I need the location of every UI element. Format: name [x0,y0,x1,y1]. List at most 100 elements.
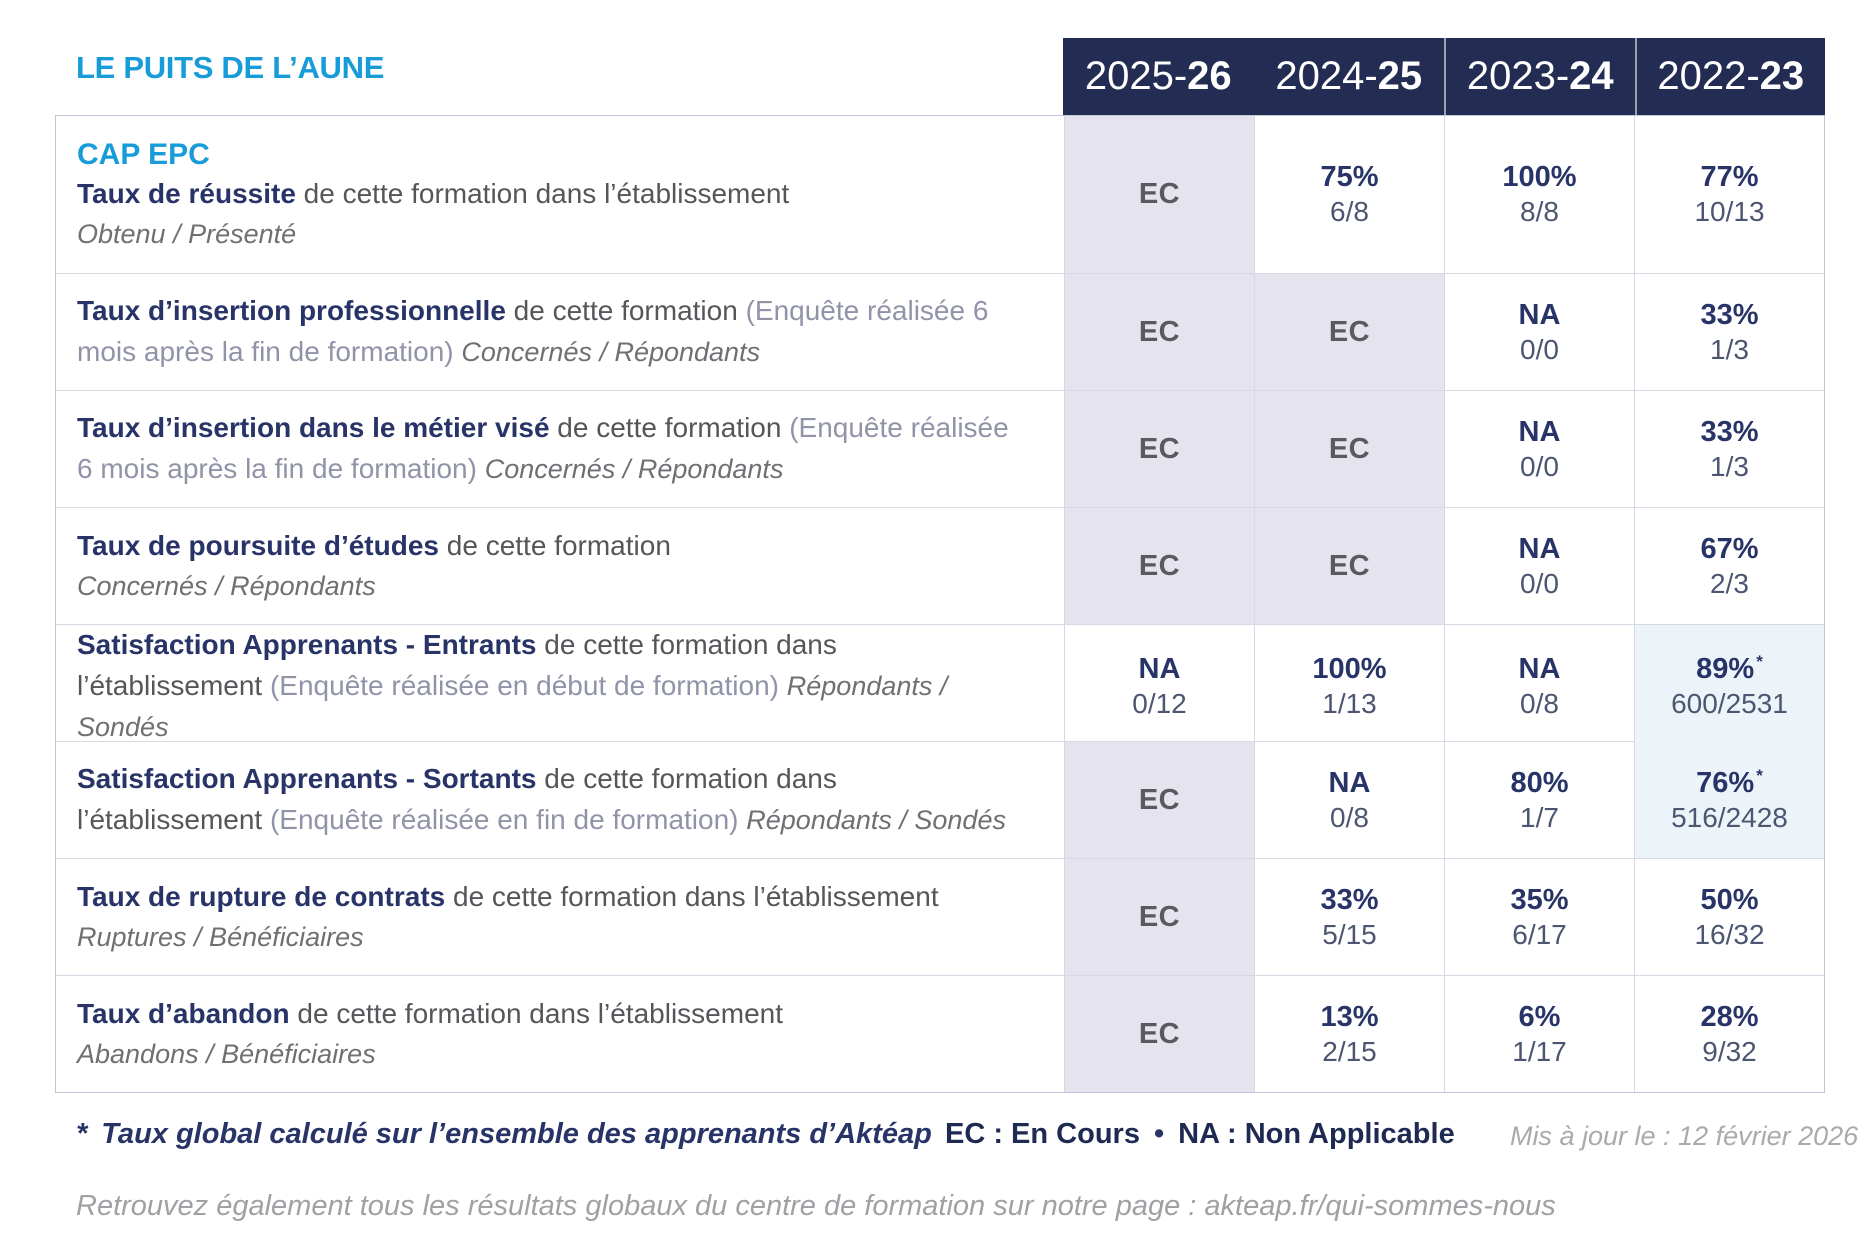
indicator-title: Satisfaction Apprenants - Entrants [77,629,537,660]
value-fraction: 10/13 [1694,196,1765,227]
value-fraction: 0/8 [1520,687,1559,719]
table-row: Taux d’insertion professionnelle de cett… [56,273,1824,390]
year-suffix: 26 [1187,54,1232,98]
value-cell: NA 0/0 [1444,508,1634,624]
value-fraction: 5/15 [1322,918,1377,950]
results-table: CAP EPC Taux de réussite de cette formati… [55,115,1825,1093]
value-cell: 76% * 516/2428 [1634,742,1824,858]
indicator-survey-note: (Enquête réalisée 6 mois après la fin de… [77,412,1009,484]
value-main: EC [1328,315,1371,348]
value-cell: 89% * 600/2531 [1634,625,1824,748]
year-column-2023-24: 2023- 24 [1444,38,1635,115]
year-suffix: 23 [1759,54,1805,98]
indicator-text: Satisfaction Apprenants - Sortants de ce… [77,759,1018,841]
indicator-text: Taux de rupture de contrats de cette for… [77,877,1018,918]
table-row: Satisfaction Apprenants - Sortants de ce… [56,741,1824,858]
value-cell: 6% 1/17 [1444,976,1634,1092]
value-cell: 33% 5/15 [1254,859,1444,975]
value-cell: EC [1064,508,1254,624]
value-main: NA [1518,298,1561,331]
year-prefix: 2025- [1084,54,1188,98]
value-cell: 13% 2/15 [1254,976,1444,1092]
indicator-text: Taux de réussite de cette formation dans… [77,174,1018,215]
indicator-ratio-caption: Répondants / Sondés [77,670,948,742]
table-row: Taux d’insertion dans le métier visé de … [56,390,1824,507]
indicator-title: Taux de réussite [77,177,296,209]
indicator-text: Taux d’insertion dans le métier visé de … [77,408,1018,490]
table-row: Taux de rupture de contrats de cette for… [56,858,1824,975]
indicator-label: Taux d’insertion dans le métier visé de … [56,391,1064,507]
value-main: 28% [1700,1000,1759,1033]
value-main: 33% [1320,883,1379,916]
indicator-text: Satisfaction Apprenants - Entrants de ce… [77,625,1018,748]
value-fraction: 1/17 [1512,1035,1567,1067]
indicator-survey-note: (Enquête réalisée en début de formation) [269,669,787,701]
value-main: 80% [1510,766,1569,799]
value-cell: EC [1064,976,1254,1092]
value-fraction: 0/8 [1330,801,1369,833]
value-fraction: 1/13 [1322,687,1377,719]
value-main: EC [1138,1017,1181,1050]
value-main: NA [1328,766,1371,799]
value-fraction: 0/0 [1520,450,1559,482]
value-main: 13% [1320,1000,1379,1033]
value-cell: NA 0/8 [1254,742,1444,858]
value-main: EC [1138,783,1181,816]
indicator-title: Taux de rupture de contrats [77,881,446,913]
value-main: 33% [1700,298,1759,331]
indicator-title: Satisfaction Apprenants - Sortants [77,763,537,795]
indicator-description: de cette formation dans l’établissement [289,998,783,1030]
value-fraction: 2/15 [1322,1035,1377,1067]
value-main: EC [1138,315,1181,348]
asterisk: * [76,1118,88,1150]
indicator-ratio-caption: Obtenu / Présenté [77,218,297,249]
value-fraction: 1/3 [1710,450,1749,482]
footnote: * Taux global calculé sur l’ensemble des … [76,1118,932,1151]
value-fraction: 0/0 [1520,567,1559,599]
indicator-label: CAP EPC Taux de réussite de cette formati… [56,116,1064,273]
indicator-label: Satisfaction Apprenants - Entrants de ce… [56,625,1064,748]
value-fraction: 2/3 [1710,567,1749,599]
value-main: NA [1518,532,1561,565]
indicator-text: Taux d’insertion professionnelle de cett… [77,291,1018,373]
table-row: Taux d’abandon de cette formation dans l… [56,975,1824,1092]
value-main: NA [1518,415,1561,448]
indicator-label: Taux d’insertion professionnelle de cett… [56,274,1064,390]
year-prefix: 2024- [1275,54,1378,98]
value-fraction: 516/2428 [1671,801,1788,833]
value-main: EC [1138,178,1181,210]
value-cell: EC [1064,859,1254,975]
indicator-label: Taux d’abandon de cette formation dans l… [56,976,1064,1092]
value-fraction: 16/32 [1694,918,1765,950]
year-column-2024-25: 2024- 25 [1254,38,1445,115]
indicator-title: Taux d’insertion professionnelle [77,295,506,327]
value-main: 6% [1518,1000,1561,1033]
value-main: 89% * [1696,651,1763,685]
value-main: 100% [1502,161,1577,193]
value-main: 76% * [1696,765,1763,799]
value-fraction: 1/3 [1710,333,1749,365]
value-fraction: 6/17 [1512,918,1567,950]
value-main: 67% [1700,532,1759,565]
value-cell: NA 0/0 [1444,391,1634,507]
indicator-description: de cette formation [438,530,671,562]
table-row: Satisfaction Apprenants - Entrants de ce… [56,624,1824,748]
value-cell: 80% 1/7 [1444,742,1634,858]
value-cell: 35% 6/17 [1444,859,1634,975]
indicator-title: Taux d’abandon [77,998,290,1030]
page-title: LE PUITS DE L’AUNE [76,50,385,85]
indicator-ratio-caption: Concernés / Répondants [77,571,376,602]
year-column-2025-26: 2025- 26 [1063,38,1254,115]
value-main: 75% [1320,161,1379,193]
value-cell: EC [1064,391,1254,507]
updated-date: Mis à jour le : 12 février 2026 [1510,1121,1859,1151]
value-main: NA [1138,652,1181,685]
indicator-survey-note: (Enquête réalisée en fin de formation) [269,804,747,835]
value-cell: 33% 1/3 [1634,391,1824,507]
value-cell: 100% 1/13 [1254,625,1444,748]
value-fraction: 0/0 [1520,333,1559,365]
year-header: 2025- 26 2024- 25 2023- 24 2022- 23 [1063,38,1825,115]
value-cell: 77% 10/13 [1634,116,1824,273]
value-cell: EC [1254,274,1444,390]
